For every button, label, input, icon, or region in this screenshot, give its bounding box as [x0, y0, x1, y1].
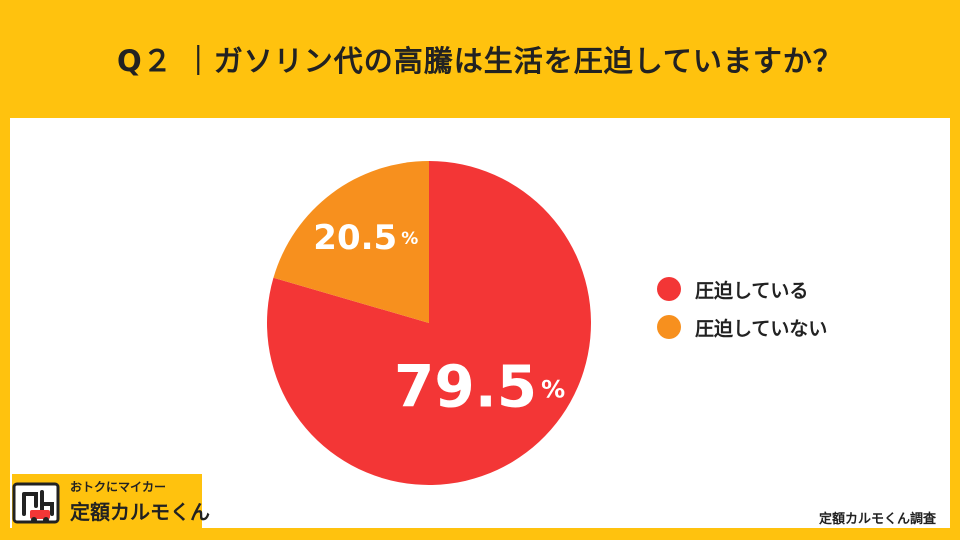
slice-unit: %	[541, 375, 565, 403]
legend: 圧迫している 圧迫していない	[657, 276, 827, 352]
chart-card: 79.5% 20.5% 圧迫している 圧迫していない	[10, 118, 950, 528]
slice-value: 20.5	[313, 217, 397, 257]
source-note: 定額カルモくん調査	[818, 512, 936, 527]
legend-item-pressured: 圧迫している	[657, 276, 827, 302]
logo-name: 定額カルモくん	[70, 500, 210, 524]
chart-title: Q２ ｜ガソリン代の高騰は生活を圧迫していますか？	[117, 44, 843, 78]
slice-unit: %	[401, 229, 418, 249]
brand-logo: おトクにマイカー 定額カルモくん	[12, 474, 210, 530]
legend-label: 圧迫している	[695, 279, 809, 302]
logo-tagline: おトクにマイカー	[70, 480, 167, 494]
legend-dot-icon	[657, 315, 681, 339]
slice-value: 79.5	[394, 352, 537, 420]
slice-value-label: 20.5%	[313, 217, 418, 257]
legend-item-not-pressured: 圧迫していない	[657, 314, 827, 340]
legend-label: 圧迫していない	[695, 317, 828, 340]
title-bar: Q２ ｜ガソリン代の高騰は生活を圧迫していますか？	[0, 0, 960, 118]
karumo-car-logo-icon	[12, 482, 60, 524]
pie-chart: 79.5 %20.5%	[267, 161, 591, 485]
legend-dot-icon	[657, 277, 681, 301]
slice-value-label: 79.5%	[394, 352, 565, 420]
pie-slice-1	[273, 161, 429, 323]
